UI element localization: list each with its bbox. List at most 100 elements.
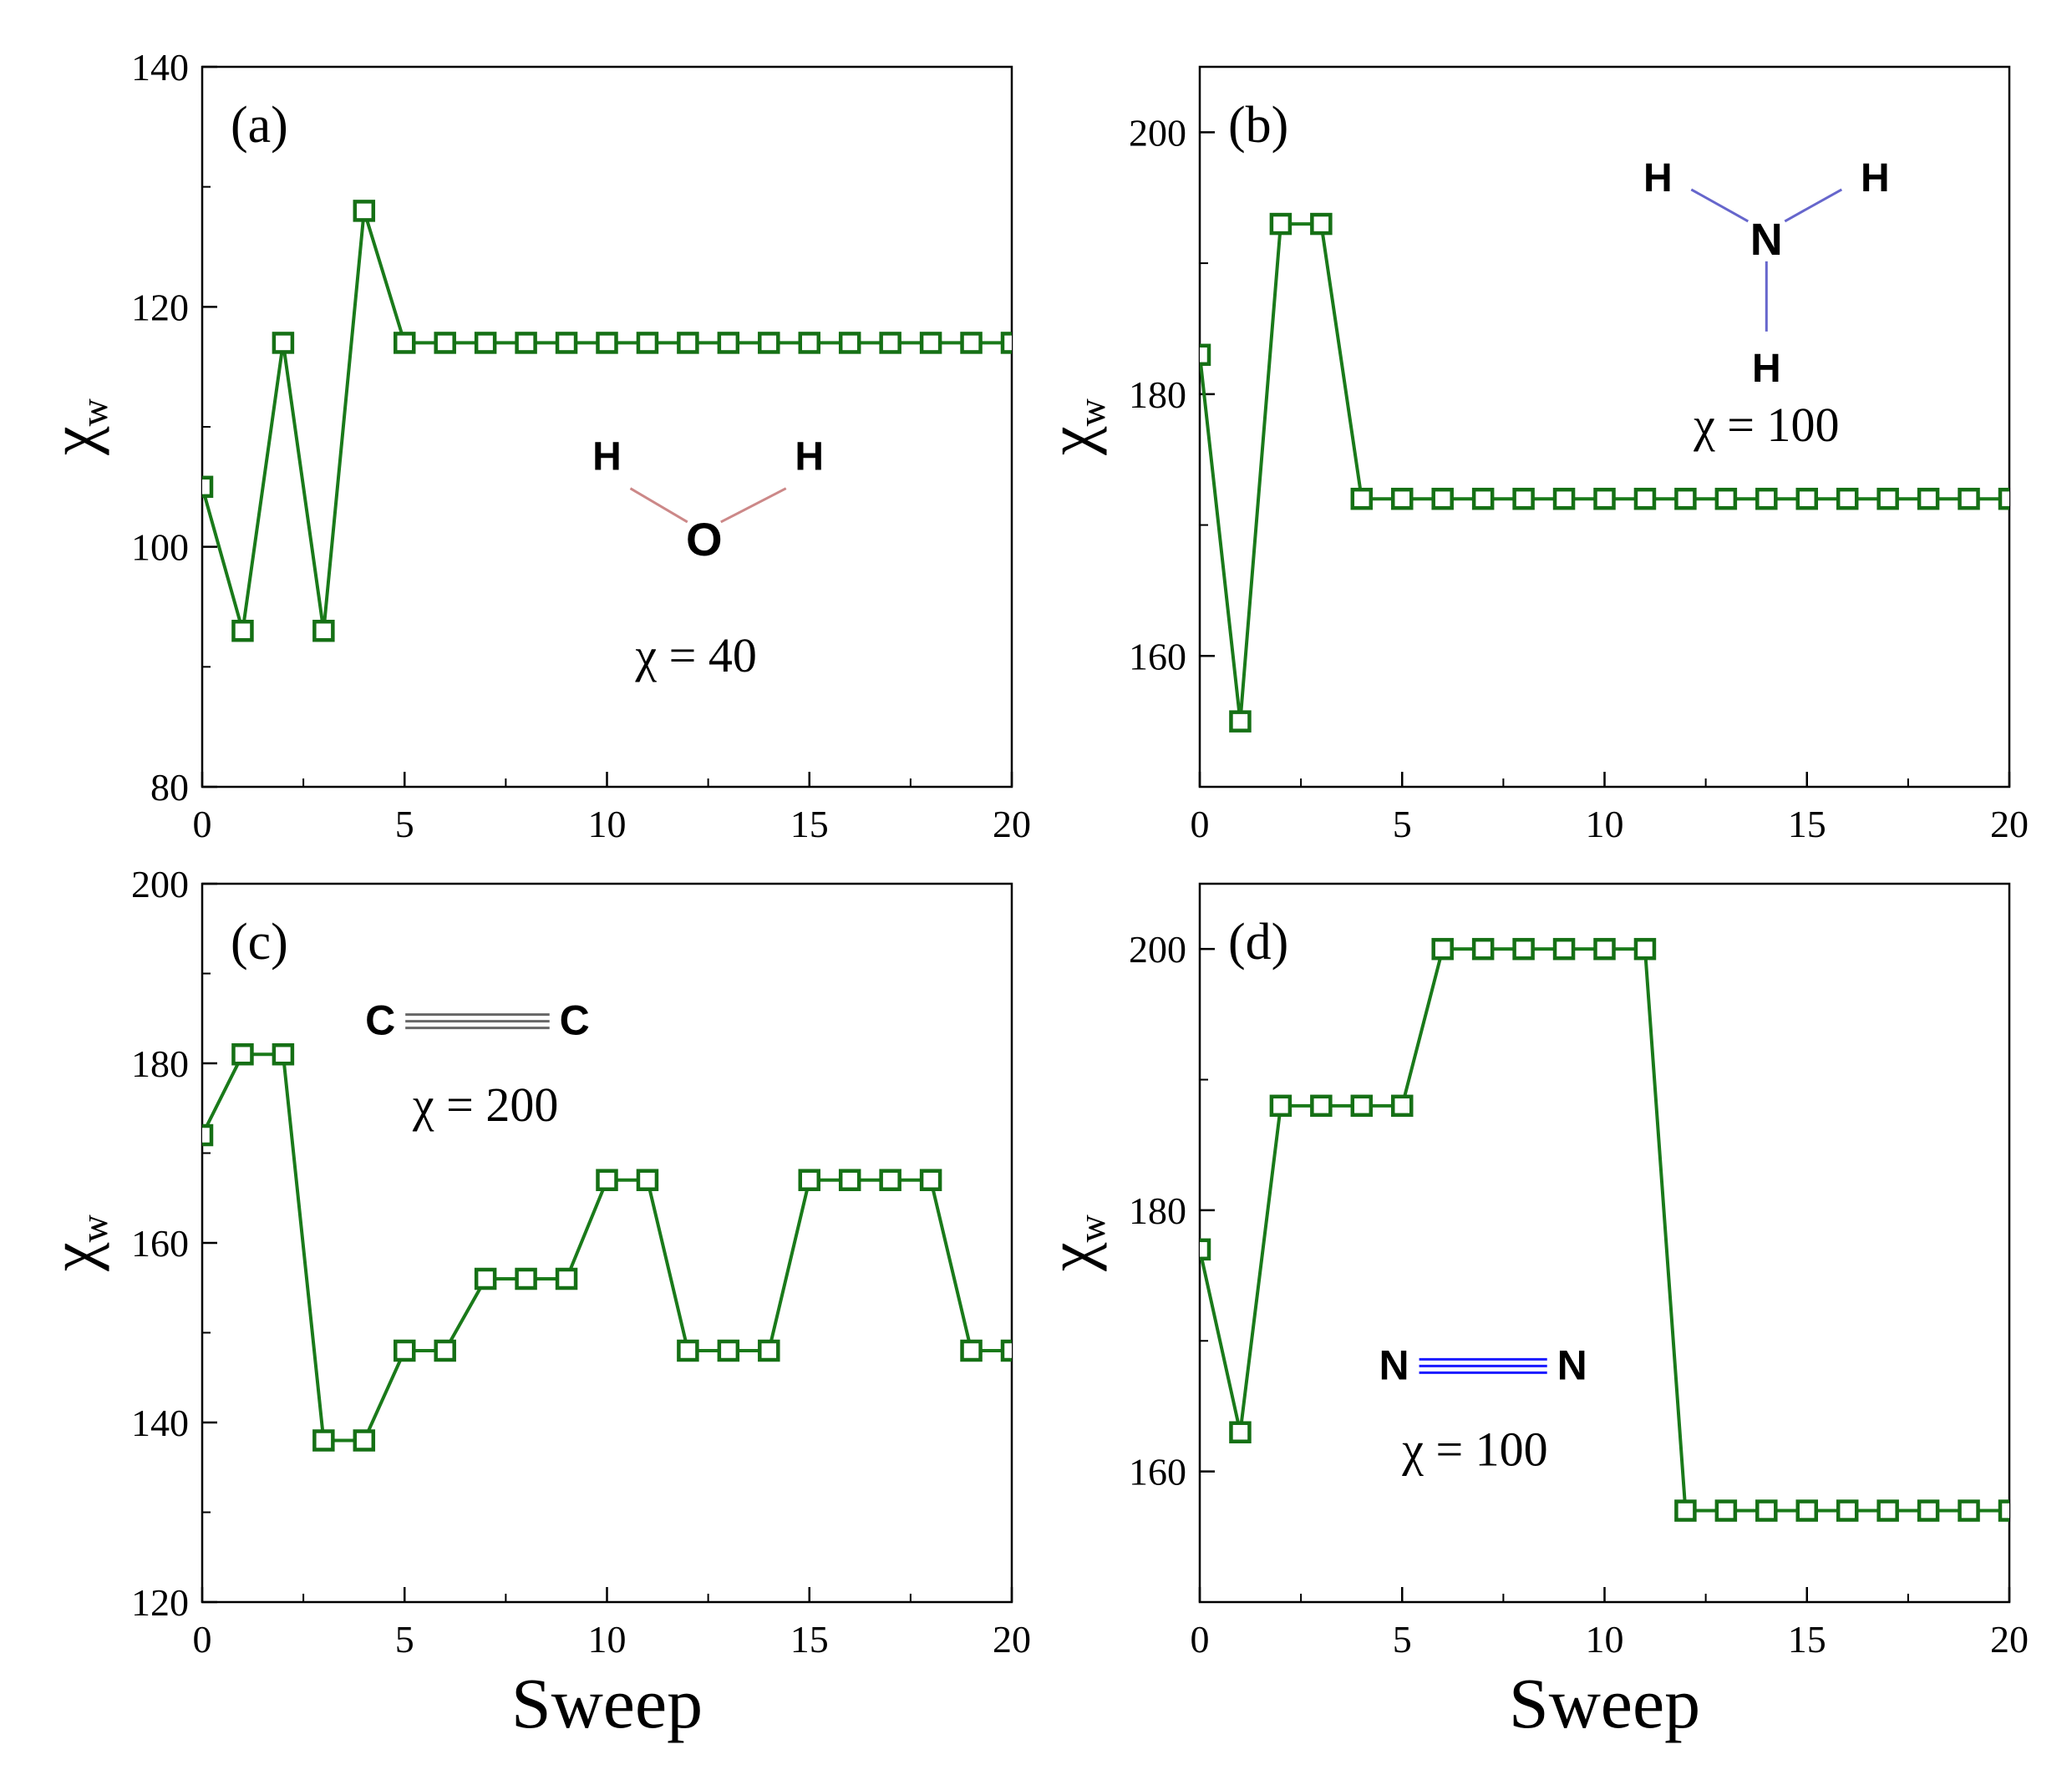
data-point [960, 332, 983, 354]
data-point [1917, 487, 1940, 510]
data-point [919, 1169, 942, 1191]
data-point [515, 1267, 537, 1291]
data-point [231, 1043, 254, 1066]
y-tick-label: 160 [131, 1222, 189, 1265]
data-point [231, 619, 254, 642]
data-point [1876, 1499, 1899, 1522]
series-group [1200, 937, 2009, 1522]
data-point [202, 475, 214, 499]
data-point [1552, 487, 1576, 510]
x-tick-label: 20 [1990, 1618, 2029, 1661]
data-point [1200, 1238, 1211, 1261]
data-point [1391, 487, 1414, 510]
y-tick-label: 140 [131, 1402, 189, 1444]
y-tick-label: 120 [131, 286, 189, 328]
data-point [879, 332, 901, 354]
x-tick-label: 0 [1191, 1618, 1210, 1661]
y-tick-label: 200 [131, 863, 189, 905]
y-axis-label: χw [1034, 398, 1113, 456]
data-point [1633, 937, 1657, 961]
y-axis-label-main: χ [37, 1242, 109, 1272]
data-point [838, 1169, 861, 1191]
data-point [1674, 1499, 1697, 1522]
data-point [758, 332, 780, 354]
y-tick-label: 120 [131, 1581, 189, 1624]
atom-label: C [560, 997, 590, 1044]
data-point [838, 332, 861, 354]
x-tick-label: 15 [1788, 1618, 1826, 1661]
data-point [717, 1339, 740, 1362]
y-tick-label: 180 [1129, 373, 1186, 416]
chi-annotation: χ = 100 [1401, 1422, 1547, 1477]
data-point [879, 1169, 901, 1191]
data-point [1998, 487, 2009, 510]
data-point [394, 1339, 416, 1362]
data-point [1998, 1499, 2009, 1522]
data-point [1633, 487, 1657, 510]
panel-label: (b) [1228, 97, 1288, 154]
data-point [758, 1339, 780, 1362]
y-tick-label: 180 [131, 1042, 189, 1085]
data-point [1876, 487, 1899, 510]
x-axis-label: Sweep [511, 1663, 703, 1743]
data-point [1200, 343, 1211, 367]
series-group [1200, 212, 2009, 733]
data-point [555, 332, 578, 354]
data-point [272, 1043, 295, 1066]
data-point [677, 1339, 699, 1362]
y-axis-label-main: χ [37, 426, 109, 456]
data-point [312, 619, 335, 642]
series-line [1200, 222, 2009, 723]
y-tick-label: 200 [1129, 111, 1186, 154]
atom-label: H [795, 435, 824, 479]
data-point [636, 332, 659, 354]
data-point [1552, 937, 1576, 961]
data-point [515, 332, 537, 354]
data-point [474, 1267, 497, 1291]
data-point [1795, 487, 1818, 510]
data-point [434, 332, 456, 354]
data-point [1836, 487, 1859, 510]
bond [1784, 188, 1843, 223]
x-axis-label: Sweep [1509, 1663, 1700, 1743]
molecule-diagram: H H N H [1643, 156, 1890, 391]
panel-label: (a) [231, 97, 288, 154]
y-axis-label-main: χ [1034, 1242, 1107, 1272]
x-tick-label: 5 [1393, 803, 1412, 845]
data-point [596, 332, 618, 354]
plot-frame [201, 65, 1013, 789]
atom-label: H [1643, 156, 1673, 200]
data-point [1350, 487, 1374, 510]
data-point [677, 332, 699, 354]
y-tick-label: 80 [150, 766, 189, 809]
data-point [798, 1169, 820, 1191]
atom-label: C [365, 997, 395, 1044]
series-line [1200, 947, 2009, 1513]
x-tick-label: 15 [1788, 803, 1826, 845]
data-point [1229, 1421, 1252, 1443]
plot-frame [1198, 882, 2011, 1604]
atom-label: H [1752, 347, 1781, 391]
data-point [1431, 487, 1454, 510]
data-point [1836, 1499, 1859, 1522]
data-point [1391, 1094, 1414, 1118]
x-tick-label: 10 [1586, 1618, 1624, 1661]
x-tick-label: 10 [588, 803, 627, 845]
x-tick-label: 15 [790, 1618, 829, 1661]
y-axis-label-sub: w [73, 1214, 115, 1242]
panel-label: (c) [231, 914, 288, 971]
data-point [1269, 212, 1292, 236]
data-point [1269, 1094, 1292, 1118]
chi-annotation: χ = 200 [412, 1078, 558, 1132]
y-axis-label-main: χ [1034, 426, 1107, 456]
data-point [1593, 487, 1616, 510]
data-point [1714, 487, 1738, 510]
molecule-diagram: H O H [592, 435, 824, 565]
data-point [798, 332, 820, 354]
atom-label: N [1379, 1341, 1409, 1388]
data-point [1431, 937, 1454, 961]
data-point [353, 1429, 376, 1452]
